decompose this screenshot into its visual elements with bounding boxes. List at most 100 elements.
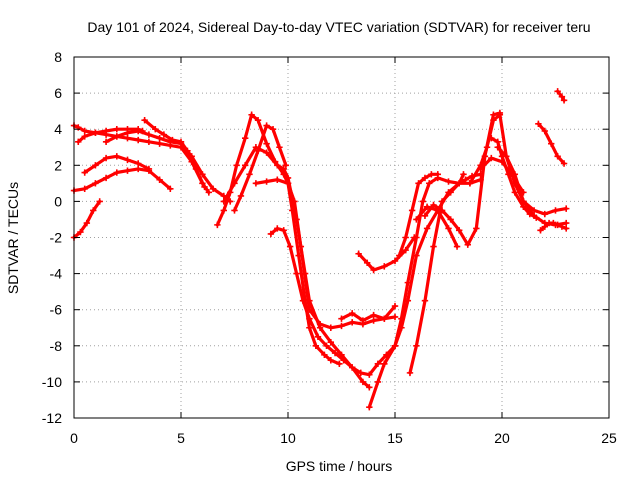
x-tick-label: 15	[387, 430, 403, 446]
data-point-marker	[530, 212, 538, 220]
data-point-marker	[280, 227, 287, 234]
data-point-marker	[246, 171, 253, 178]
x-tick-label: 0	[70, 430, 78, 446]
data-point-marker	[167, 185, 174, 192]
data-point-marker	[242, 162, 249, 169]
y-tick-label: 6	[54, 85, 62, 101]
data-point-marker	[306, 315, 313, 322]
data-point-marker	[349, 310, 356, 317]
data-point-marker	[81, 133, 88, 140]
data-point-marker	[423, 203, 431, 211]
data-point-marker	[293, 270, 300, 277]
data-point-marker	[321, 351, 328, 359]
series-line	[408, 172, 466, 375]
data-point-marker	[263, 178, 270, 185]
data-point-marker	[77, 228, 84, 236]
x-tick-label: 10	[280, 430, 296, 446]
data-point-marker	[284, 174, 292, 182]
data-point-marker	[541, 127, 548, 135]
x-axis-label: GPS time / hours	[286, 458, 393, 474]
data-point-marker	[113, 153, 120, 160]
data-point-marker	[124, 156, 131, 164]
series-arc-25	[537, 219, 570, 234]
data-point-marker	[464, 241, 471, 248]
data-point-marker	[113, 126, 120, 133]
data-point-marker	[81, 127, 88, 135]
data-point-marker	[135, 136, 142, 144]
data-point-marker	[113, 169, 120, 176]
data-point-marker	[563, 205, 570, 212]
series-arc-7	[70, 198, 103, 241]
data-point-marker	[503, 153, 510, 160]
data-point-marker	[537, 227, 544, 234]
data-point-marker	[214, 221, 221, 229]
series-arc-5	[70, 165, 174, 194]
data-point-marker	[434, 171, 441, 178]
series-line	[556, 89, 566, 102]
data-point-marker	[338, 315, 345, 322]
data-point-marker	[438, 198, 446, 205]
data-point-marker	[90, 207, 97, 214]
data-point-marker	[477, 165, 484, 173]
data-point-marker	[381, 263, 388, 270]
data-point-marker	[398, 315, 405, 322]
data-point-marker	[466, 180, 474, 187]
data-point-marker	[554, 88, 561, 95]
data-point-marker	[254, 147, 262, 155]
data-point-marker	[415, 180, 422, 187]
series-arc-17	[406, 171, 467, 377]
data-point-marker	[135, 160, 142, 167]
data-point-marker	[453, 243, 461, 250]
data-point-marker	[205, 189, 213, 196]
data-point-marker	[391, 257, 399, 265]
data-point-marker	[209, 185, 217, 192]
data-point-marker	[488, 135, 495, 142]
data-point-marker	[541, 223, 548, 230]
data-point-marker	[406, 369, 414, 377]
data-point-marker	[237, 192, 245, 200]
data-point-marker	[473, 225, 480, 232]
series-arc-11	[252, 176, 399, 331]
data-point-marker	[145, 131, 153, 138]
data-point-marker	[280, 165, 287, 173]
data-point-marker	[408, 207, 416, 214]
data-point-marker	[145, 165, 153, 173]
data-point-marker	[430, 243, 437, 250]
data-point-marker	[156, 140, 163, 147]
data-point-marker	[145, 138, 153, 146]
data-point-marker	[135, 127, 142, 135]
data-point-marker	[327, 324, 334, 331]
data-point-marker	[231, 180, 238, 187]
data-point-marker	[541, 210, 548, 218]
data-point-marker	[498, 158, 506, 165]
data-point-marker	[141, 116, 148, 124]
series-arc-14	[355, 234, 418, 274]
data-point-marker	[135, 165, 142, 173]
data-point-marker	[267, 230, 275, 238]
data-point-marker	[349, 364, 356, 371]
y-tick-label: -8	[50, 338, 63, 354]
series-arc-4	[141, 116, 208, 191]
data-point-marker	[494, 138, 501, 146]
x-tick-label: 20	[494, 430, 510, 446]
data-point-marker	[338, 322, 345, 330]
y-tick-label: 8	[54, 49, 62, 65]
data-point-marker	[269, 126, 277, 133]
series-arc-16	[381, 174, 484, 368]
data-point-marker	[402, 246, 409, 254]
data-point-marker	[220, 198, 227, 205]
data-point-marker	[160, 131, 168, 138]
series-arc-8	[214, 111, 343, 368]
y-tick-label: -10	[42, 374, 62, 390]
series-arc-27	[554, 88, 568, 104]
y-tick-label: 0	[54, 193, 62, 209]
data-point-marker	[370, 266, 377, 274]
series-line	[232, 124, 288, 212]
data-point-marker	[413, 342, 420, 349]
data-point-marker	[560, 97, 568, 104]
data-point-marker	[192, 165, 200, 173]
data-point-marker	[92, 180, 99, 187]
data-point-marker	[331, 349, 339, 357]
data-point-marker	[391, 342, 399, 349]
data-point-marker	[413, 216, 420, 223]
